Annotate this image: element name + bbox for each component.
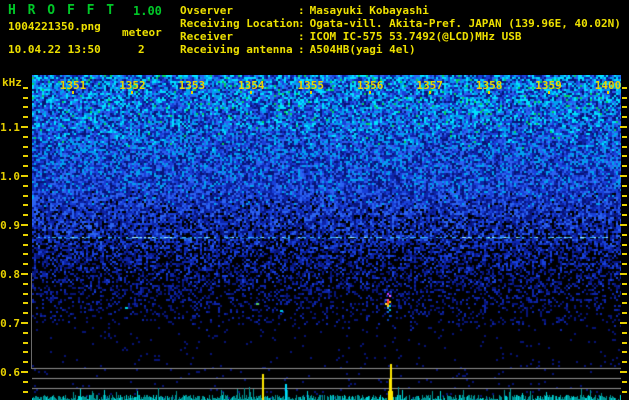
y-axis-tick [23,116,28,118]
y-axis-tick [23,253,28,255]
mode-label: meteor [122,26,162,39]
y-axis-tick [622,293,627,295]
app-title: H R O F F T [8,3,116,18]
y-axis-tick [23,106,28,108]
y-axis-tick [23,263,28,265]
y-axis-tick [622,332,627,334]
y-axis-tick [23,97,28,99]
info-row-receiver: Receiver: ICOM IC-575 53.7492(@LCD)MHz US… [180,30,621,43]
app-version: 1.00 [133,4,162,18]
y-axis-tick [620,371,627,373]
y-axis-tick [622,87,627,89]
y-axis-tick [622,155,627,157]
y-axis-tick [23,302,28,304]
y-axis-unit: kHz [2,76,22,89]
y-axis-tick [23,293,28,295]
y-axis-tick [622,263,627,265]
y-axis-tick [620,224,627,226]
colon: : [298,17,305,30]
y-axis-tick [23,195,28,197]
y-axis-tick [23,312,28,314]
info-value: ICOM IC-575 53.7492(@LCD)MHz USB [310,30,522,43]
y-axis-tick [622,253,627,255]
output-filename: 1004221350.png [8,20,101,33]
y-axis-tick [23,155,28,157]
info-row-location: Receiving Location: Ogata-vill. Akita-Pre… [180,17,621,30]
colon: : [298,4,305,17]
info-row-antenna: Receiving antenna: A504HB(yagi 4el) [180,43,621,56]
y-axis-tick [23,136,28,138]
y-axis-tick [23,185,28,187]
y-axis-tick [622,97,627,99]
y-axis-tick [622,185,627,187]
y-axis-label: 0.8 [0,268,20,281]
y-axis-tick [23,87,28,89]
y-axis-tick [23,381,28,383]
y-axis-tick [622,195,627,197]
colon: : [298,30,305,43]
y-axis-tick [21,224,28,226]
y-axis-tick [21,273,28,275]
left-edge-line [31,273,32,369]
y-axis-label: 1.1 [0,121,20,134]
y-axis-tick [21,175,28,177]
y-axis-label: 1.0 [0,170,20,183]
y-axis-tick [620,322,627,324]
y-axis-tick [622,361,627,363]
meteor-count: 2 [138,43,145,56]
info-label: Receiver [180,30,298,43]
y-axis-tick [622,391,627,393]
y-axis-tick [23,391,28,393]
y-axis-tick [622,244,627,246]
y-axis-tick [21,126,28,128]
y-axis-tick [622,136,627,138]
info-label: Receiving antenna [180,43,298,56]
y-axis-tick [23,165,28,167]
info-value: Masayuki Kobayashi [310,4,429,17]
y-axis-tick [622,214,627,216]
y-axis-tick [622,165,627,167]
colon: : [298,43,305,56]
y-axis-tick [622,146,627,148]
y-axis-tick [23,234,28,236]
y-axis-tick [622,283,627,285]
station-info: Ovserver: Masayuki Kobayashi Receiving Lo… [180,4,621,56]
y-axis-tick [23,351,28,353]
y-axis-tick [23,283,28,285]
y-axis-tick [23,244,28,246]
info-row-observer: Ovserver: Masayuki Kobayashi [180,4,621,17]
info-label: Ovserver [180,4,298,17]
y-axis-tick [622,116,627,118]
y-axis-tick [23,146,28,148]
y-axis-tick [622,234,627,236]
y-axis-tick [23,342,28,344]
y-axis-tick [622,381,627,383]
y-axis-tick [21,371,28,373]
hrofft-window: H R O F F T 1.00 1004221350.png meteor 1… [0,0,629,400]
y-axis-label: 0.7 [0,317,20,330]
y-axis-label: 0.9 [0,219,20,232]
y-axis-tick [23,332,28,334]
y-axis-tick [23,214,28,216]
y-axis-tick [622,204,627,206]
y-axis-tick [622,302,627,304]
y-axis-tick [620,273,627,275]
spectrogram-canvas [32,75,621,400]
info-value: A504HB(yagi 4el) [310,43,416,56]
datetime-label: 10.04.22 13:50 [8,43,101,56]
y-axis-tick [23,204,28,206]
y-axis-tick [622,312,627,314]
info-label: Receiving Location [180,17,298,30]
info-value: Ogata-vill. Akita-Pref. JAPAN (139.96E, … [310,17,621,30]
y-axis-tick [622,342,627,344]
y-axis-tick [622,351,627,353]
y-axis-label: 0.6 [0,366,20,379]
y-axis-tick [620,175,627,177]
y-axis-tick [21,322,28,324]
y-axis-tick [23,361,28,363]
y-axis-tick [622,106,627,108]
y-axis-tick [620,126,627,128]
